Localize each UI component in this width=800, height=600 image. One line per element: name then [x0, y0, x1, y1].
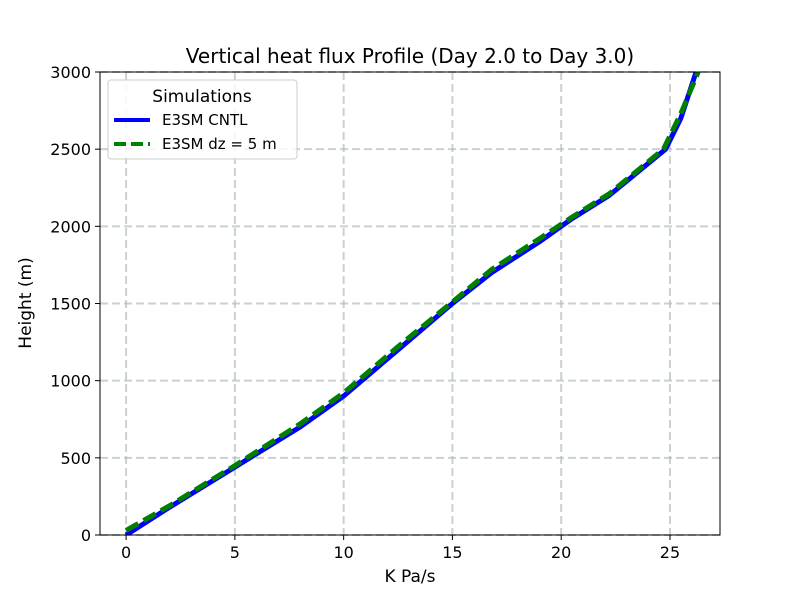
y-tick-label: 1500 — [50, 295, 91, 314]
x-tick-label: 25 — [660, 543, 680, 562]
legend: Simulations E3SM CNTL E3SM dz = 5 m — [107, 79, 298, 160]
x-tick-label: 5 — [230, 543, 240, 562]
series-line-e3sm-dz5 — [124, 72, 701, 533]
y-tick-label: 2500 — [50, 140, 91, 159]
y-tick-label: 500 — [60, 449, 91, 468]
legend-title: Simulations — [152, 87, 252, 107]
legend-label-e3sm-cntl: E3SM CNTL — [162, 111, 248, 129]
x-tick-label: 10 — [333, 543, 353, 562]
axis-ticks: 0 5 10 15 20 25 0 500 1000 1500 2000 2500 3000 — [50, 63, 680, 562]
series-lines — [124, 72, 701, 535]
legend-label-e3sm-dz5: E3SM dz = 5 m — [162, 135, 277, 153]
y-axis-label: Height (m) — [16, 257, 36, 348]
y-tick-label: 0 — [81, 526, 91, 545]
y-tick-label: 3000 — [50, 63, 91, 82]
y-tick-label: 2000 — [50, 217, 91, 236]
y-tick-label: 1000 — [50, 372, 91, 391]
legend-box — [107, 79, 298, 160]
x-tick-label: 0 — [121, 543, 131, 562]
x-axis-label: K Pa/s — [384, 567, 435, 587]
x-tick-label: 20 — [551, 543, 571, 562]
x-tick-label: 15 — [442, 543, 462, 562]
chart-title: Vertical heat flux Profile (Day 2.0 to D… — [186, 44, 634, 68]
